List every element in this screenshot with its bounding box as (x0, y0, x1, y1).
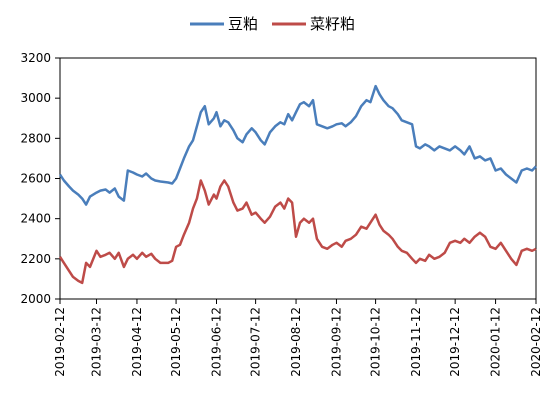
y-tick-label: 2000 (20, 292, 51, 306)
y-tick-label: 3200 (20, 51, 51, 65)
series-line-1 (58, 84, 537, 206)
y-axis: 2000 2200 2400 2600 2800 3000 3200 (20, 51, 60, 306)
x-tick-label: 2020-01-12 (489, 307, 503, 377)
y-tick-label: 2800 (20, 131, 51, 145)
x-tick-label: 2019-08-12 (289, 307, 303, 377)
y-tick-label: 2600 (20, 172, 51, 186)
x-tick-label: 2019-02-12 (53, 307, 67, 377)
legend: 豆粕 菜籽粕 (190, 15, 355, 33)
series-layer (58, 84, 537, 285)
y-tick-label: 3000 (20, 91, 51, 105)
x-tick-label: 2019-10-12 (369, 307, 383, 377)
x-tick-label: 2019-04-12 (130, 307, 144, 377)
x-tick-label: 2019-07-12 (249, 307, 263, 377)
x-tick-label: 2019-09-12 (329, 307, 343, 377)
legend-label-2: 菜籽粕 (310, 15, 355, 33)
x-axis: 2019-02-12 2019-03-12 2019-04-12 2019-05-12… (53, 299, 543, 377)
series-line-2 (58, 179, 537, 285)
legend-label-1: 豆粕 (228, 15, 258, 33)
x-tick-label: 2019-03-12 (90, 307, 104, 377)
x-tick-label: 2019-11-12 (409, 307, 423, 377)
x-tick-label: 2019-06-12 (209, 307, 223, 377)
plot-border (59, 57, 537, 300)
y-tick-label: 2200 (20, 252, 51, 266)
x-tick-label: 2019-12-12 (448, 307, 462, 377)
x-tick-label: 2020-02-12 (529, 307, 543, 377)
y-tick-label: 2400 (20, 212, 51, 226)
x-tick-label: 2019-05-12 (169, 307, 183, 377)
plot-area (59, 57, 537, 300)
